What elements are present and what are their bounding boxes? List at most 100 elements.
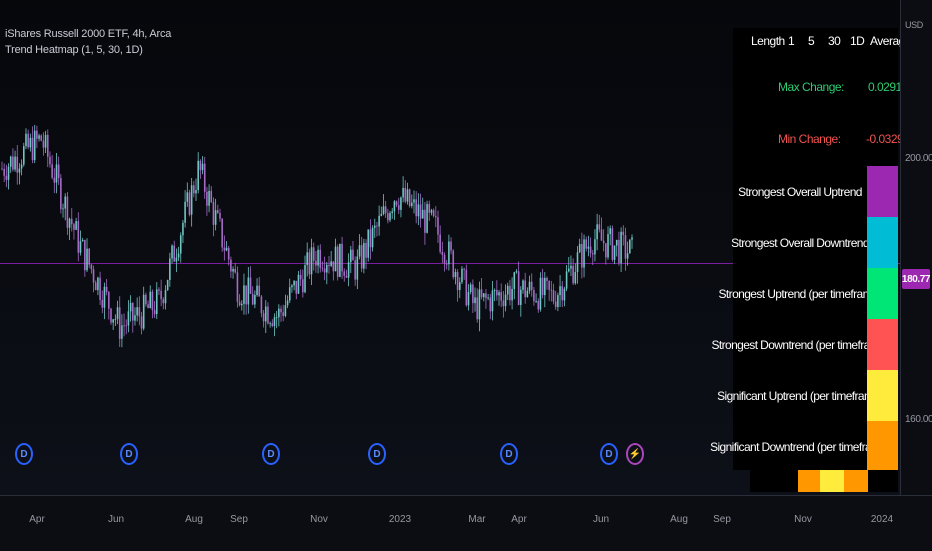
candle-body xyxy=(88,249,90,265)
candle-body xyxy=(67,197,69,228)
time-axis-label: Nov xyxy=(310,514,328,525)
candle-body xyxy=(339,244,341,277)
candle-body xyxy=(141,316,143,328)
price-scale[interactable]: USD 200.00 160.00 xyxy=(900,0,932,495)
indicator-title: Trend Heatmap (1, 5, 30, 1D) xyxy=(5,44,143,56)
candle-body xyxy=(60,178,62,209)
candle-body xyxy=(498,292,500,295)
candle-body xyxy=(568,269,570,272)
candle-body xyxy=(278,309,280,318)
candle-body xyxy=(448,242,450,265)
candle-body xyxy=(130,303,132,311)
dividend-event-icon[interactable]: D xyxy=(368,443,386,465)
candle-body xyxy=(629,240,631,254)
time-axis-label: Nov xyxy=(794,514,812,525)
candle-body xyxy=(599,224,601,229)
legend-swatch xyxy=(867,166,898,217)
candle-body xyxy=(75,221,77,230)
candle-body xyxy=(527,291,529,297)
dividend-event-icon[interactable]: D xyxy=(120,443,138,465)
candle-body xyxy=(357,257,359,280)
min-change-label: Min Change: xyxy=(778,132,841,146)
legend-row: Significant Downtrend (per timeframe) xyxy=(733,421,898,472)
candle-body xyxy=(45,135,47,148)
candle-body xyxy=(123,325,125,326)
time-axis-label: 2023 xyxy=(389,514,411,525)
candle-body xyxy=(25,134,27,146)
candle-body xyxy=(437,217,439,234)
candle-body xyxy=(293,281,295,286)
candle-body xyxy=(182,223,184,235)
candle-body xyxy=(326,265,328,273)
candle-body xyxy=(439,235,441,252)
candle-body xyxy=(389,213,391,220)
candle-body xyxy=(404,188,406,202)
candle-body xyxy=(579,244,581,252)
candle-body xyxy=(43,141,45,148)
candle-body xyxy=(317,250,319,266)
candle-body xyxy=(605,243,607,257)
candle-body xyxy=(520,290,522,305)
candle-body xyxy=(376,226,378,227)
candle-body xyxy=(511,289,513,300)
candle-body xyxy=(391,211,393,213)
candle-body xyxy=(208,191,210,206)
time-axis-label: Sep xyxy=(713,514,731,525)
candle-body xyxy=(19,169,21,173)
candle-body xyxy=(396,201,398,205)
candle-body xyxy=(513,272,515,289)
candle-body xyxy=(374,226,376,228)
candle-body xyxy=(590,247,592,254)
legend-swatch xyxy=(867,319,898,370)
candle-body xyxy=(315,261,317,266)
candle-body xyxy=(426,204,428,233)
candle-body xyxy=(241,304,243,305)
candle-body xyxy=(461,269,463,283)
candle-body xyxy=(263,313,265,321)
candle-body xyxy=(302,279,304,292)
dividend-event-icon[interactable]: D xyxy=(262,443,280,465)
candle-body xyxy=(56,164,58,182)
time-axis-label: Jun xyxy=(108,514,124,525)
candle-body xyxy=(21,165,23,169)
header-1: 1 xyxy=(788,34,794,48)
time-axis-label: Apr xyxy=(511,514,527,525)
candle-body xyxy=(250,278,252,294)
candle-body xyxy=(566,271,568,288)
candle-body xyxy=(431,210,433,213)
candle-body xyxy=(272,323,274,326)
candle-body xyxy=(80,241,82,252)
time-axis-label: Aug xyxy=(185,514,203,525)
candle-body xyxy=(529,282,531,291)
time-axis-label: Mar xyxy=(468,514,485,525)
candle-body xyxy=(483,293,485,297)
candle-body xyxy=(459,282,461,290)
symbol-title: iShares Russell 2000 ETF, 4h, Arca xyxy=(5,28,171,40)
candle-body xyxy=(363,243,365,269)
dividend-event-icon[interactable]: D xyxy=(15,443,33,465)
max-change-value: 0.0291 xyxy=(868,80,902,94)
candle-body xyxy=(256,286,258,295)
candle-body xyxy=(343,271,345,276)
legend-row: Strongest Overall Uptrend xyxy=(733,166,898,217)
candle-body xyxy=(186,192,188,201)
candle-body xyxy=(156,289,158,314)
candle-body xyxy=(394,201,396,211)
candle-body xyxy=(385,206,387,213)
candle-body xyxy=(49,157,51,165)
split-event-icon[interactable]: ⚡ xyxy=(626,443,644,465)
candle-body xyxy=(86,249,88,271)
candle-body xyxy=(596,224,598,239)
candle-body xyxy=(289,287,291,300)
dividend-event-icon[interactable]: D xyxy=(500,443,518,465)
candle-body xyxy=(614,246,616,260)
dividend-event-icon[interactable]: D xyxy=(600,443,618,465)
candle-body xyxy=(322,268,324,269)
candle-body xyxy=(335,247,337,272)
candle-body xyxy=(93,269,95,282)
legend-swatch xyxy=(867,370,898,421)
candle-body xyxy=(450,242,452,251)
candle-body xyxy=(422,210,424,219)
candle-body xyxy=(295,281,297,294)
